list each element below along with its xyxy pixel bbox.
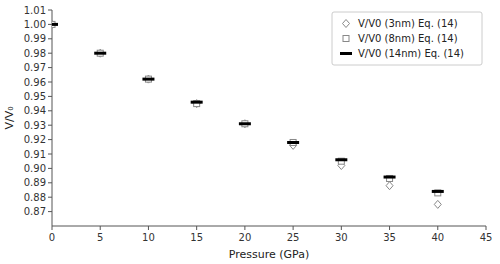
x-tick-label: 45: [480, 232, 493, 243]
legend-symbol: [343, 36, 349, 42]
y-tick: [48, 38, 52, 39]
y-axis-line: [52, 10, 53, 226]
point: [384, 176, 396, 179]
x-tick-label: 35: [383, 232, 396, 243]
point: [434, 200, 441, 208]
y-tick-label: 1.01: [24, 5, 46, 16]
y-tick: [48, 168, 52, 169]
legend-symbol: [343, 20, 350, 28]
x-tick: [389, 226, 390, 230]
x-tick: [486, 226, 487, 230]
axes: 0 5 10 15 20 25 30 35 40 45 0.87 0.88 0.89 0.90 0.91 0.…: [24, 5, 493, 244]
y-tick-label: 0.96: [24, 77, 46, 88]
y-tick-label: 0.97: [24, 62, 46, 73]
y-tick: [48, 82, 52, 83]
x-axis-label: Pressure (GPa): [229, 248, 309, 261]
y-axis-label: V/V₀: [3, 106, 16, 130]
x-tick-label: 40: [431, 232, 444, 243]
y-tick: [48, 125, 52, 126]
y-tick-label: 0.95: [24, 91, 46, 102]
y-tick-label: 0.91: [24, 149, 46, 160]
x-tick: [244, 226, 245, 230]
y-tick: [48, 67, 52, 68]
y-tick: [48, 10, 52, 11]
x-tick: [341, 226, 342, 230]
legend-label: V/V0 (14nm) Eq. (14): [358, 48, 464, 59]
y-tick-label: 0.94: [24, 105, 46, 116]
legend-box: [332, 12, 482, 65]
y-tick: [48, 139, 52, 140]
x-tick: [196, 226, 197, 230]
legend: V/V0 (3nm) Eq. (14) V/V0 (8nm) Eq. (14) V/…: [332, 12, 482, 65]
x-tick: [293, 226, 294, 230]
y-tick: [48, 211, 52, 212]
x-tick-label: 5: [97, 232, 103, 243]
y-tick: [48, 24, 52, 25]
y-tick: [48, 182, 52, 183]
legend-label: V/V0 (8nm) Eq. (14): [358, 33, 458, 44]
y-tick-label: 1.00: [24, 19, 46, 30]
x-tick: [437, 226, 438, 230]
x-tick-label: 10: [142, 232, 155, 243]
x-tick-label: 20: [239, 232, 252, 243]
x-tick: [52, 226, 53, 230]
point: [287, 141, 299, 144]
y-tick: [48, 110, 52, 111]
x-tick: [148, 226, 149, 230]
point: [432, 190, 444, 193]
y-tick-label: 0.89: [24, 177, 46, 188]
x-tick-label: 25: [287, 232, 300, 243]
x-tick-label: 15: [190, 232, 203, 243]
y-tick-label: 0.92: [24, 134, 46, 145]
point: [335, 158, 347, 161]
y-tick-label: 0.87: [24, 206, 46, 217]
point: [239, 122, 251, 125]
y-tick: [48, 197, 52, 198]
y-tick-label: 0.98: [24, 48, 46, 59]
y-tick-label: 0.93: [24, 120, 46, 131]
x-tick-label: 30: [335, 232, 348, 243]
legend-symbol: [340, 52, 352, 55]
point: [52, 23, 58, 26]
point: [386, 182, 393, 190]
y-tick-label: 0.99: [24, 33, 46, 44]
x-tick: [100, 226, 101, 230]
y-tick-label: 0.88: [24, 192, 46, 203]
point: [142, 78, 154, 81]
point: [94, 52, 106, 55]
chart: 0 5 10 15 20 25 30 35 40 45 0.87 0.88 0.89 0.90 0.91 0.…: [0, 0, 500, 264]
point: [191, 101, 203, 104]
y-tick: [48, 154, 52, 155]
x-tick-label: 0: [49, 232, 55, 243]
y-tick: [48, 53, 52, 54]
legend-label: V/V0 (3nm) Eq. (14): [358, 18, 458, 29]
y-tick-label: 0.90: [24, 163, 46, 174]
y-tick: [48, 96, 52, 97]
x-axis-line: [52, 226, 486, 227]
